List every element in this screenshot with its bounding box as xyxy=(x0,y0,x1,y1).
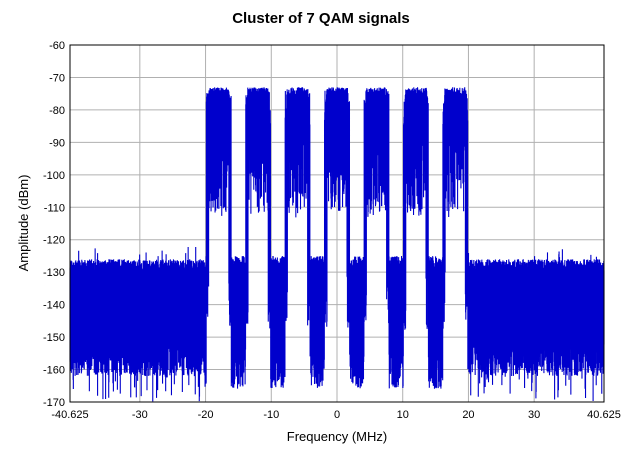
y-tick-label: -160 xyxy=(43,365,65,377)
y-tick-label: -130 xyxy=(43,267,65,279)
y-tick-label: -150 xyxy=(43,332,65,344)
y-tick-label: -70 xyxy=(49,72,65,84)
x-axis-label: Frequency (MHz) xyxy=(287,429,387,444)
y-tick-label: -100 xyxy=(43,170,65,182)
x-tick-label: -40.625 xyxy=(51,409,88,421)
chart-title: Cluster of 7 QAM signals xyxy=(232,10,410,27)
y-tick-label: -80 xyxy=(49,105,65,117)
y-tick-label: -90 xyxy=(49,137,65,149)
x-tick-label: 10 xyxy=(397,409,409,421)
y-tick-label: -120 xyxy=(43,235,65,247)
y-tick-labels: -60 -70 -80 -90 -100 -110 -120 -130 -140 -150 -160… xyxy=(43,40,65,409)
y-tick-label: -170 xyxy=(43,397,65,409)
y-tick-label: -110 xyxy=(44,202,65,214)
x-tick-label: 40.625 xyxy=(587,409,621,421)
y-tick-label: -140 xyxy=(43,300,65,312)
y-axis-label: Amplitude (dBm) xyxy=(16,175,31,272)
x-tick-labels: -40.625 -30 -20 -10 0 10 20 30 40.625 xyxy=(51,409,620,421)
plot-frame xyxy=(69,44,605,403)
x-tick-label: 20 xyxy=(462,409,474,421)
y-tick-label: -60 xyxy=(49,40,65,52)
x-tick-label: -30 xyxy=(132,409,148,421)
x-tick-label: 0 xyxy=(334,409,340,421)
x-tick-label: 30 xyxy=(528,409,540,421)
x-tick-label: -10 xyxy=(263,409,279,421)
x-tick-label: -20 xyxy=(198,409,214,421)
